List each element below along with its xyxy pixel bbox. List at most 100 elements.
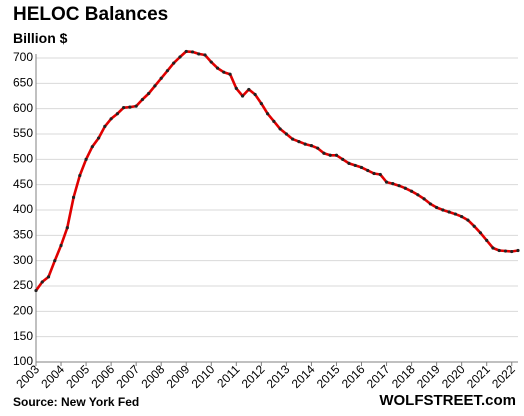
data-point [416, 193, 420, 197]
data-point [115, 112, 119, 116]
y-tick-label-300: 300 [13, 253, 33, 267]
data-point [247, 87, 251, 92]
y-tick-label-700: 700 [13, 50, 33, 64]
data-point [215, 66, 220, 70]
y-tick-label-400: 400 [13, 202, 33, 216]
x-tick-label-2005: 2005 [63, 362, 92, 391]
x-tick-label-2004: 2004 [38, 362, 67, 391]
data-point [153, 84, 157, 88]
data-point [253, 92, 257, 97]
data-point [209, 60, 213, 64]
data-point [441, 208, 445, 212]
data-point [322, 151, 326, 155]
x-tick-label-2007: 2007 [113, 362, 142, 391]
data-point [341, 157, 345, 161]
data-point [240, 94, 245, 98]
data-point [140, 97, 145, 102]
data-point [435, 205, 439, 210]
data-point [510, 249, 514, 254]
x-tick-label-2006: 2006 [88, 362, 117, 391]
y-tick-label-250: 250 [13, 278, 33, 292]
x-tick-label-2021: 2021 [464, 362, 493, 391]
x-tick-label-2015: 2015 [314, 362, 343, 391]
data-point [485, 238, 489, 242]
x-tick-label-2018: 2018 [389, 362, 418, 391]
data-point [384, 180, 389, 184]
data-point [328, 153, 332, 157]
data-point [103, 124, 107, 128]
y-tick-label-600: 600 [13, 101, 33, 115]
data-point [122, 106, 126, 110]
data-point [53, 259, 57, 263]
data-point [272, 119, 276, 123]
data-point [453, 212, 458, 216]
x-tick-label-2013: 2013 [264, 362, 293, 391]
data-point [178, 55, 182, 59]
x-tick-label-2010: 2010 [189, 362, 218, 391]
data-point [78, 173, 82, 178]
data-point [297, 140, 301, 144]
y-tick-label-500: 500 [13, 152, 33, 166]
data-point [428, 202, 432, 206]
data-point [234, 86, 238, 90]
data-point [84, 157, 88, 161]
x-tick-label-2011: 2011 [214, 362, 242, 390]
y-tick-label-650: 650 [13, 76, 33, 90]
x-tick-label-2008: 2008 [139, 362, 168, 391]
y-tick-label-450: 450 [13, 177, 33, 191]
data-point [403, 186, 407, 190]
data-point [71, 195, 76, 199]
data-point [409, 189, 414, 193]
data-point [222, 70, 226, 74]
x-tick-label-2009: 2009 [164, 362, 193, 391]
data-point [316, 146, 320, 150]
y-tick-label-100: 100 [13, 354, 33, 368]
data-point [228, 72, 232, 76]
data-point [159, 76, 163, 80]
data-point [90, 145, 94, 149]
data-point [472, 224, 476, 228]
x-tick-labels: 2003200420052006200720082009201020112012… [13, 362, 518, 391]
data-point [109, 117, 113, 121]
data-point [460, 214, 464, 219]
data-point [366, 168, 370, 173]
brand-watermark: WOLFSTREET.com [379, 392, 516, 409]
data-point [197, 52, 201, 56]
y-axis-unit-label: Billion $ [13, 30, 68, 46]
data-point [516, 248, 520, 253]
x-tick-label-2012: 2012 [239, 362, 268, 391]
x-tick-label-2014: 2014 [289, 362, 318, 391]
gridlines [36, 57, 518, 363]
x-tick-label-2017: 2017 [364, 362, 393, 391]
data-point [65, 226, 69, 230]
data-point [46, 275, 51, 279]
data-point [291, 137, 295, 141]
data-point [40, 280, 44, 284]
data-point [303, 142, 307, 146]
data-point [353, 163, 357, 168]
data-point [96, 136, 101, 140]
y-tick-label-350: 350 [13, 228, 33, 242]
x-tick-label-2020: 2020 [439, 362, 468, 391]
x-tick-label-2022: 2022 [489, 362, 518, 391]
data-point [284, 132, 288, 136]
series-line [34, 50, 520, 292]
data-point [203, 53, 207, 57]
y-tick-label-150: 150 [13, 329, 33, 343]
data-point [59, 243, 63, 248]
data-point [134, 104, 138, 108]
y-tick-labels: 100 150 200 250 300 350 400 450 500 550 600 650 700 [13, 50, 33, 368]
data-point [128, 105, 132, 109]
data-point [497, 248, 501, 253]
data-point [259, 102, 263, 106]
data-point [190, 50, 195, 54]
x-tick-label-2019: 2019 [414, 362, 443, 391]
data-point [397, 184, 401, 188]
data-point [491, 246, 495, 250]
data-point [334, 153, 339, 157]
data-point [147, 91, 151, 96]
y-tick-label-200: 200 [13, 304, 33, 318]
data-point [372, 171, 376, 176]
data-points [34, 49, 520, 293]
data-point [309, 144, 314, 148]
